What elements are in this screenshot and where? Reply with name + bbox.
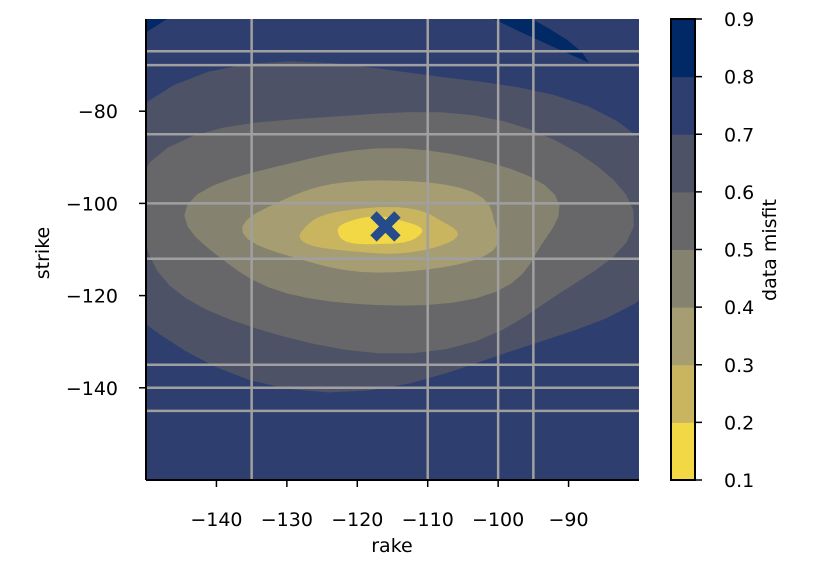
colorbar-tick-label: 0.3: [724, 355, 754, 377]
grid-lines: [146, 19, 639, 480]
colorbar-tick-label: 0.6: [724, 182, 754, 204]
x-tick-label: −140: [190, 509, 242, 531]
colorbar-segment: [671, 307, 695, 366]
colorbar-segment: [671, 76, 695, 135]
colorbar-tick-label: 0.1: [724, 470, 754, 492]
y-tick-label: −140: [66, 378, 118, 400]
x-axis-ticks: −140 −130 −120 −110 −100 −90: [190, 480, 589, 531]
best-fit-marker-x: [370, 211, 401, 242]
colorbar-segment: [671, 422, 695, 481]
contour-fill: [146, 19, 639, 480]
best-fit-marker: [370, 211, 401, 242]
colorbar-tick-label: 0.4: [724, 297, 754, 319]
colorbar: 0.1 0.2 0.3 0.4 0.5 0.6 0.7 0.8 0.9: [670, 9, 754, 492]
colorbar-tick-label: 0.2: [724, 412, 754, 434]
colorbar-label: data misfit: [759, 199, 781, 301]
colorbar-segment: [671, 249, 695, 308]
axes: [145, 19, 639, 481]
y-tick-label: −80: [78, 101, 118, 123]
y-axis-ticks: −80 −100 −120 −140: [66, 101, 146, 400]
x-tick-label: −90: [549, 509, 589, 531]
x-tick-label: −130: [261, 509, 313, 531]
colorbar-tick-label: 0.5: [724, 240, 754, 262]
colorbar-segment: [671, 364, 695, 423]
colorbar-segment: [671, 191, 695, 250]
colorbar-segment: [671, 134, 695, 193]
x-tick-label: −120: [331, 509, 383, 531]
colorbar-tick-label: 0.8: [724, 67, 754, 89]
colorbar-tick-label: 0.7: [724, 124, 754, 146]
y-axis-label: strike: [32, 227, 54, 279]
plot-area: [145, 19, 639, 481]
y-tick-label: −120: [66, 286, 118, 308]
colorbar-segment: [671, 19, 695, 78]
x-tick-label: −100: [472, 509, 524, 531]
x-axis-label: rake: [371, 535, 412, 557]
colorbar-tick-label: 0.9: [724, 9, 754, 31]
y-tick-label: −100: [66, 193, 118, 215]
x-tick-label: −110: [402, 509, 454, 531]
